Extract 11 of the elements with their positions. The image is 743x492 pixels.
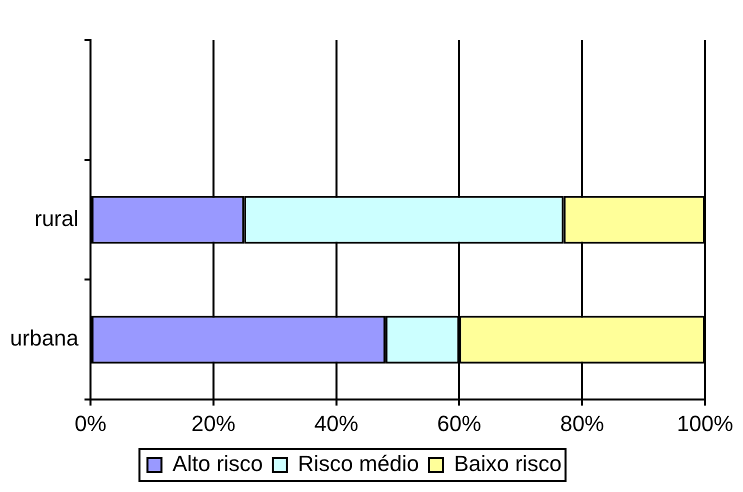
x-tick-label: 60% xyxy=(437,410,482,436)
x-tick-label: 0% xyxy=(74,410,106,436)
y-tick-label: rural xyxy=(34,206,79,231)
legend-label: Baixo risco xyxy=(454,451,562,476)
legend-label: Alto risco xyxy=(172,451,263,476)
x-tick-label: 80% xyxy=(560,410,604,436)
x-tick-label: 100% xyxy=(676,410,734,436)
legend-label: Risco médio xyxy=(298,451,419,476)
x-tick-label: 40% xyxy=(314,410,358,436)
x-tick-label: 20% xyxy=(191,410,236,436)
y-tick-label: urbana xyxy=(10,326,80,351)
